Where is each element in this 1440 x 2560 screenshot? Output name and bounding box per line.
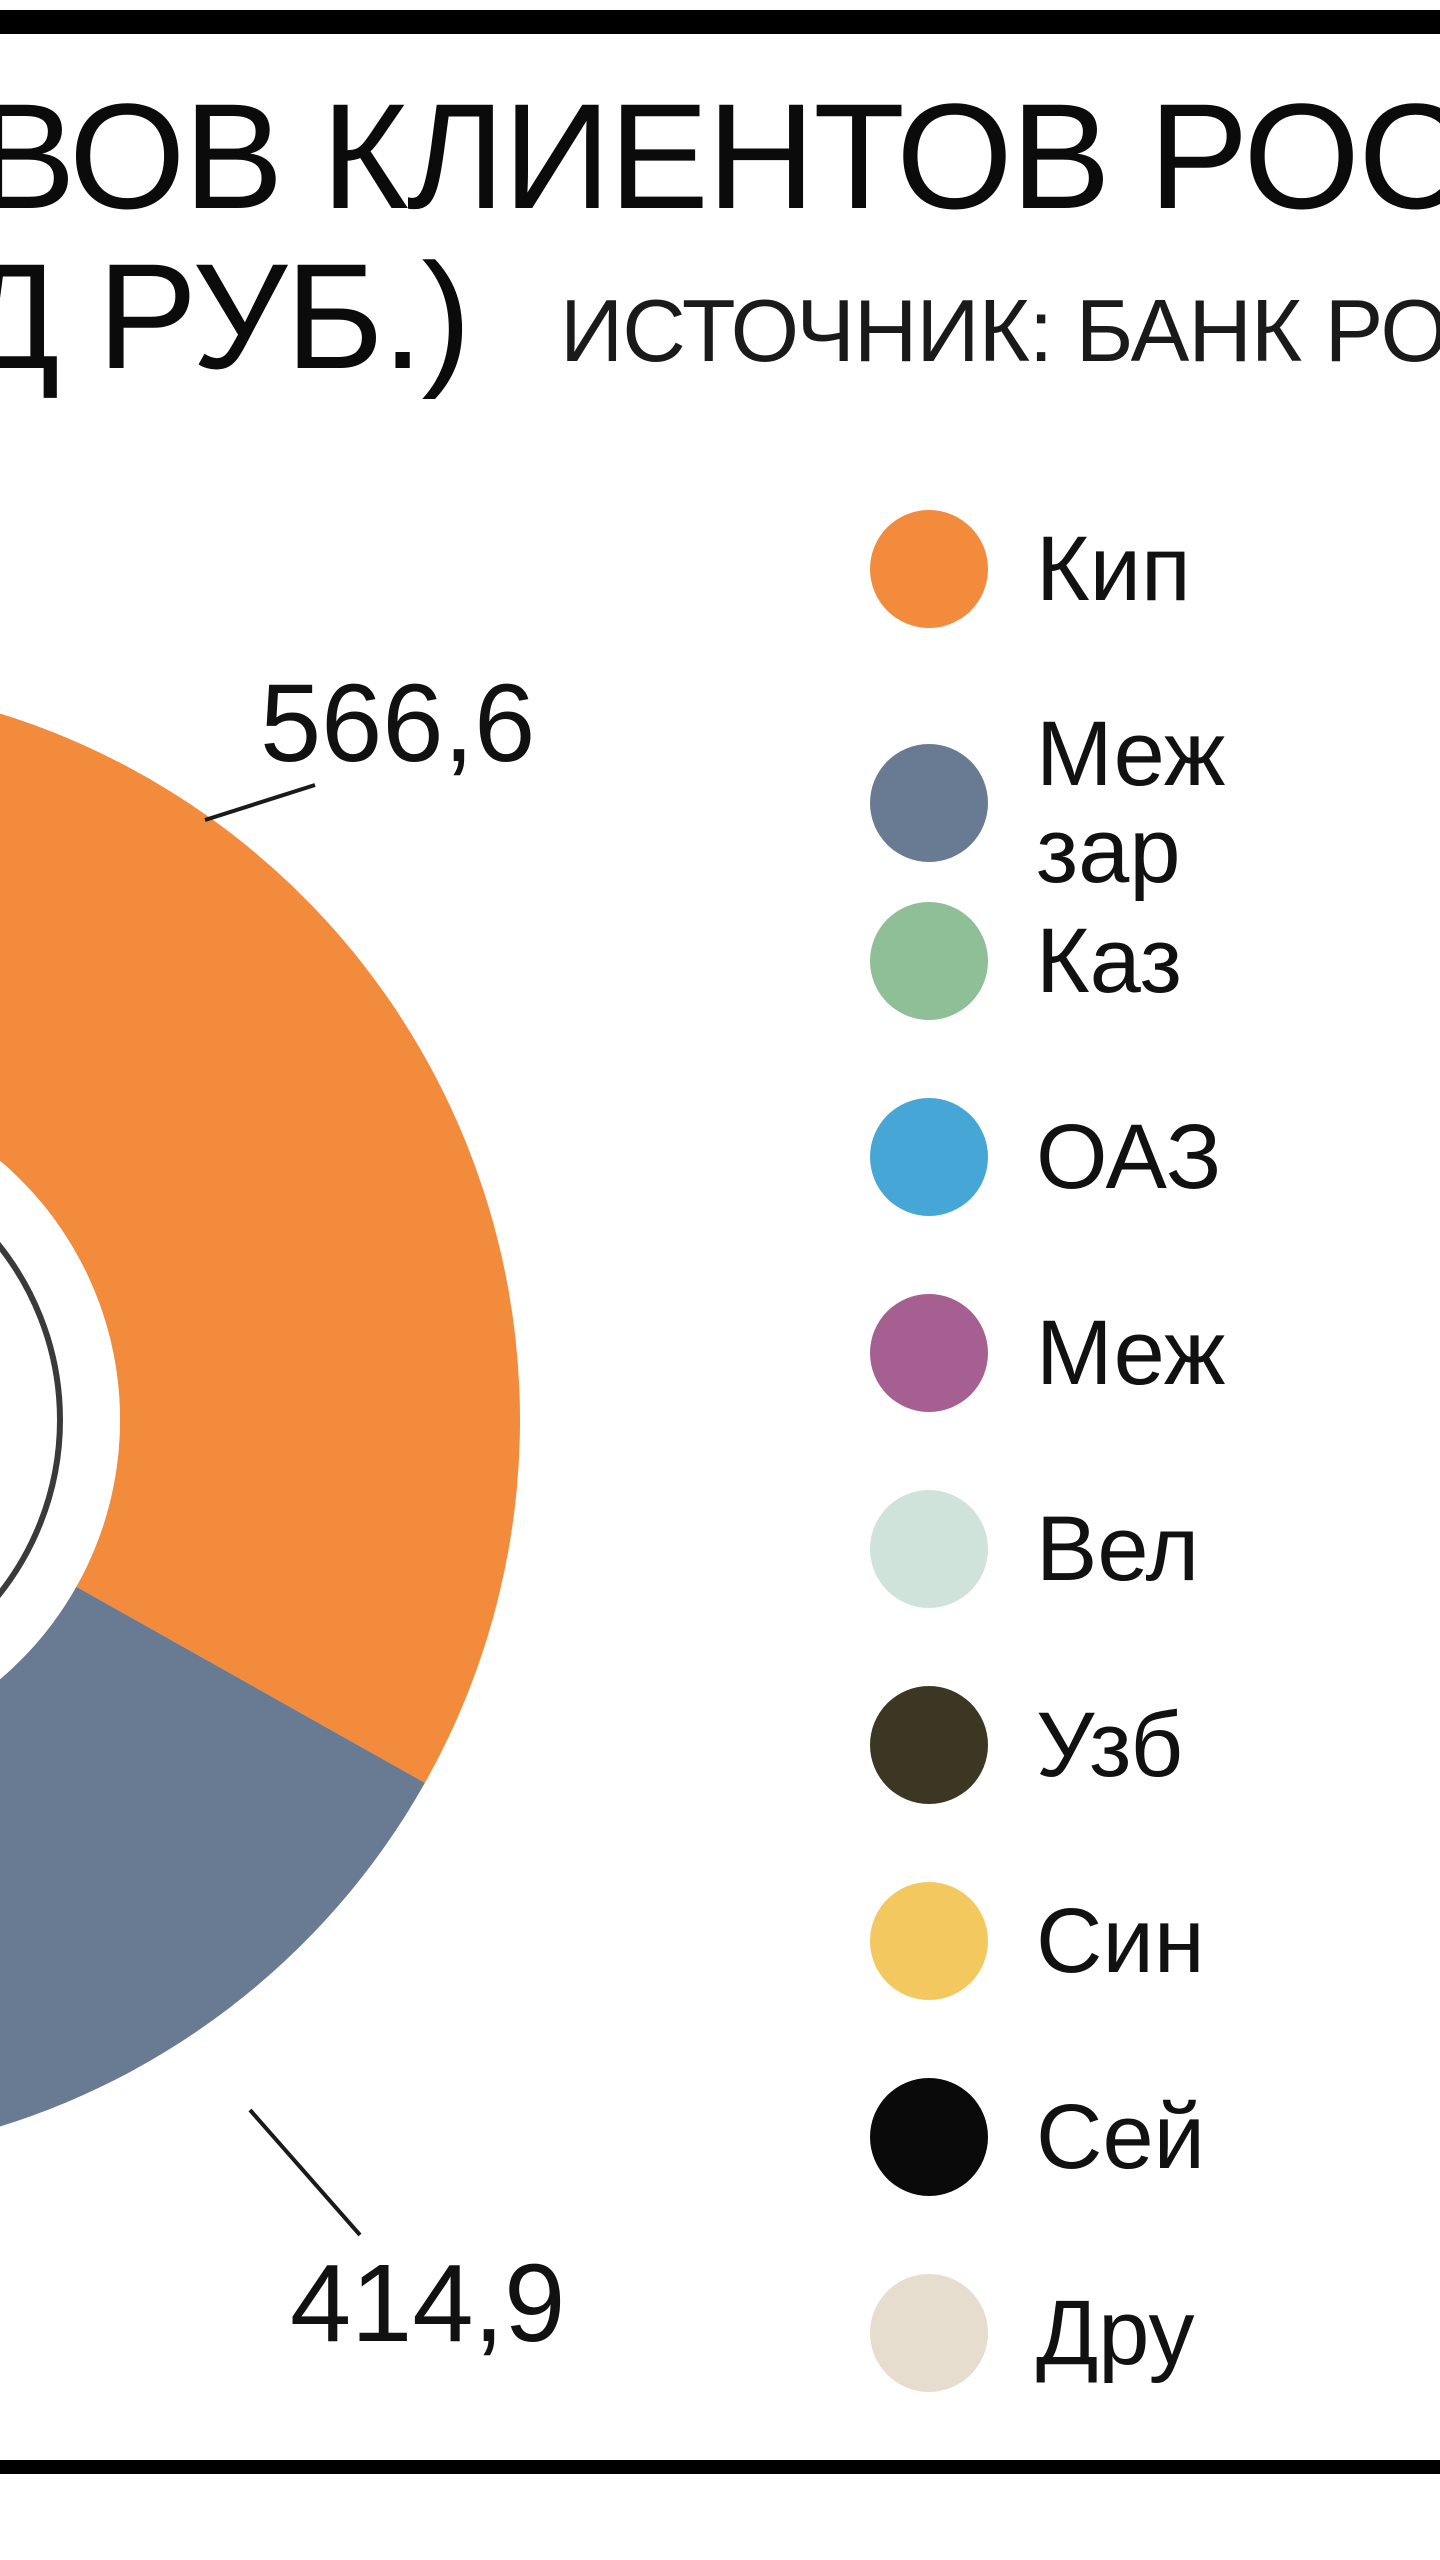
legend-swatch bbox=[870, 2274, 988, 2392]
legend-text: Меж bbox=[1036, 1305, 1225, 1402]
legend-swatch bbox=[870, 1098, 988, 1216]
legend-row: Меж bbox=[870, 1294, 1225, 1412]
legend-text: Вел bbox=[1036, 1501, 1199, 1598]
legend-label: Сей bbox=[1036, 2089, 1205, 2186]
legend-swatch bbox=[870, 1686, 988, 1804]
legend-row: Вел bbox=[870, 1490, 1199, 1608]
legend-row: Кип bbox=[870, 510, 1191, 628]
legend-text: ОАЗ bbox=[1036, 1109, 1221, 1206]
callout-value: 414,9 bbox=[290, 2240, 565, 2367]
legend-label: Меж bbox=[1036, 706, 1225, 803]
legend-row: ОАЗ bbox=[870, 1098, 1221, 1216]
legend-swatch bbox=[870, 510, 988, 628]
legend-label: Вел bbox=[1036, 1501, 1199, 1598]
legend-swatch bbox=[870, 1294, 988, 1412]
bottom-rule bbox=[0, 2460, 1440, 2474]
legend-swatch bbox=[870, 1882, 988, 2000]
legend-row: Дру bbox=[870, 2274, 1194, 2392]
legend-text: Дру bbox=[1036, 2285, 1194, 2382]
legend-label: Каз bbox=[1036, 913, 1182, 1010]
legend-label: ОАЗ bbox=[1036, 1109, 1221, 1206]
legend-text: Каз bbox=[1036, 913, 1182, 1010]
callout-leader bbox=[250, 2110, 360, 2235]
donut-chart bbox=[0, 0, 1440, 2560]
legend-label: Узб bbox=[1036, 1697, 1183, 1794]
legend-text: Межзар bbox=[1036, 706, 1225, 899]
legend-text: Син bbox=[1036, 1893, 1205, 1990]
legend-swatch bbox=[870, 744, 988, 862]
callout-value: 566,6 bbox=[260, 660, 535, 787]
legend-sublabel: зар bbox=[1036, 803, 1225, 900]
legend-row: Сей bbox=[870, 2078, 1205, 2196]
legend-label: Меж bbox=[1036, 1305, 1225, 1402]
legend-row: Син bbox=[870, 1882, 1205, 2000]
legend-swatch bbox=[870, 1490, 988, 1608]
legend-swatch bbox=[870, 2078, 988, 2196]
legend-text: Сей bbox=[1036, 2089, 1205, 2186]
legend-row: Каз bbox=[870, 902, 1182, 1020]
legend-text: Узб bbox=[1036, 1697, 1183, 1794]
legend-row: Узб bbox=[870, 1686, 1183, 1804]
legend-label: Кип bbox=[1036, 521, 1191, 618]
callout-leader bbox=[205, 785, 315, 820]
legend-label: Дру bbox=[1036, 2285, 1194, 2382]
legend-swatch bbox=[870, 902, 988, 1020]
chart-canvas: ИВОВ КЛИЕНТОВ РОССИ РД РУБ.) ИСТОЧНИК: Б… bbox=[0, 0, 1440, 2560]
legend-text: Кип bbox=[1036, 521, 1191, 618]
legend-label: Син bbox=[1036, 1893, 1205, 1990]
legend-row: Межзар bbox=[870, 706, 1225, 899]
